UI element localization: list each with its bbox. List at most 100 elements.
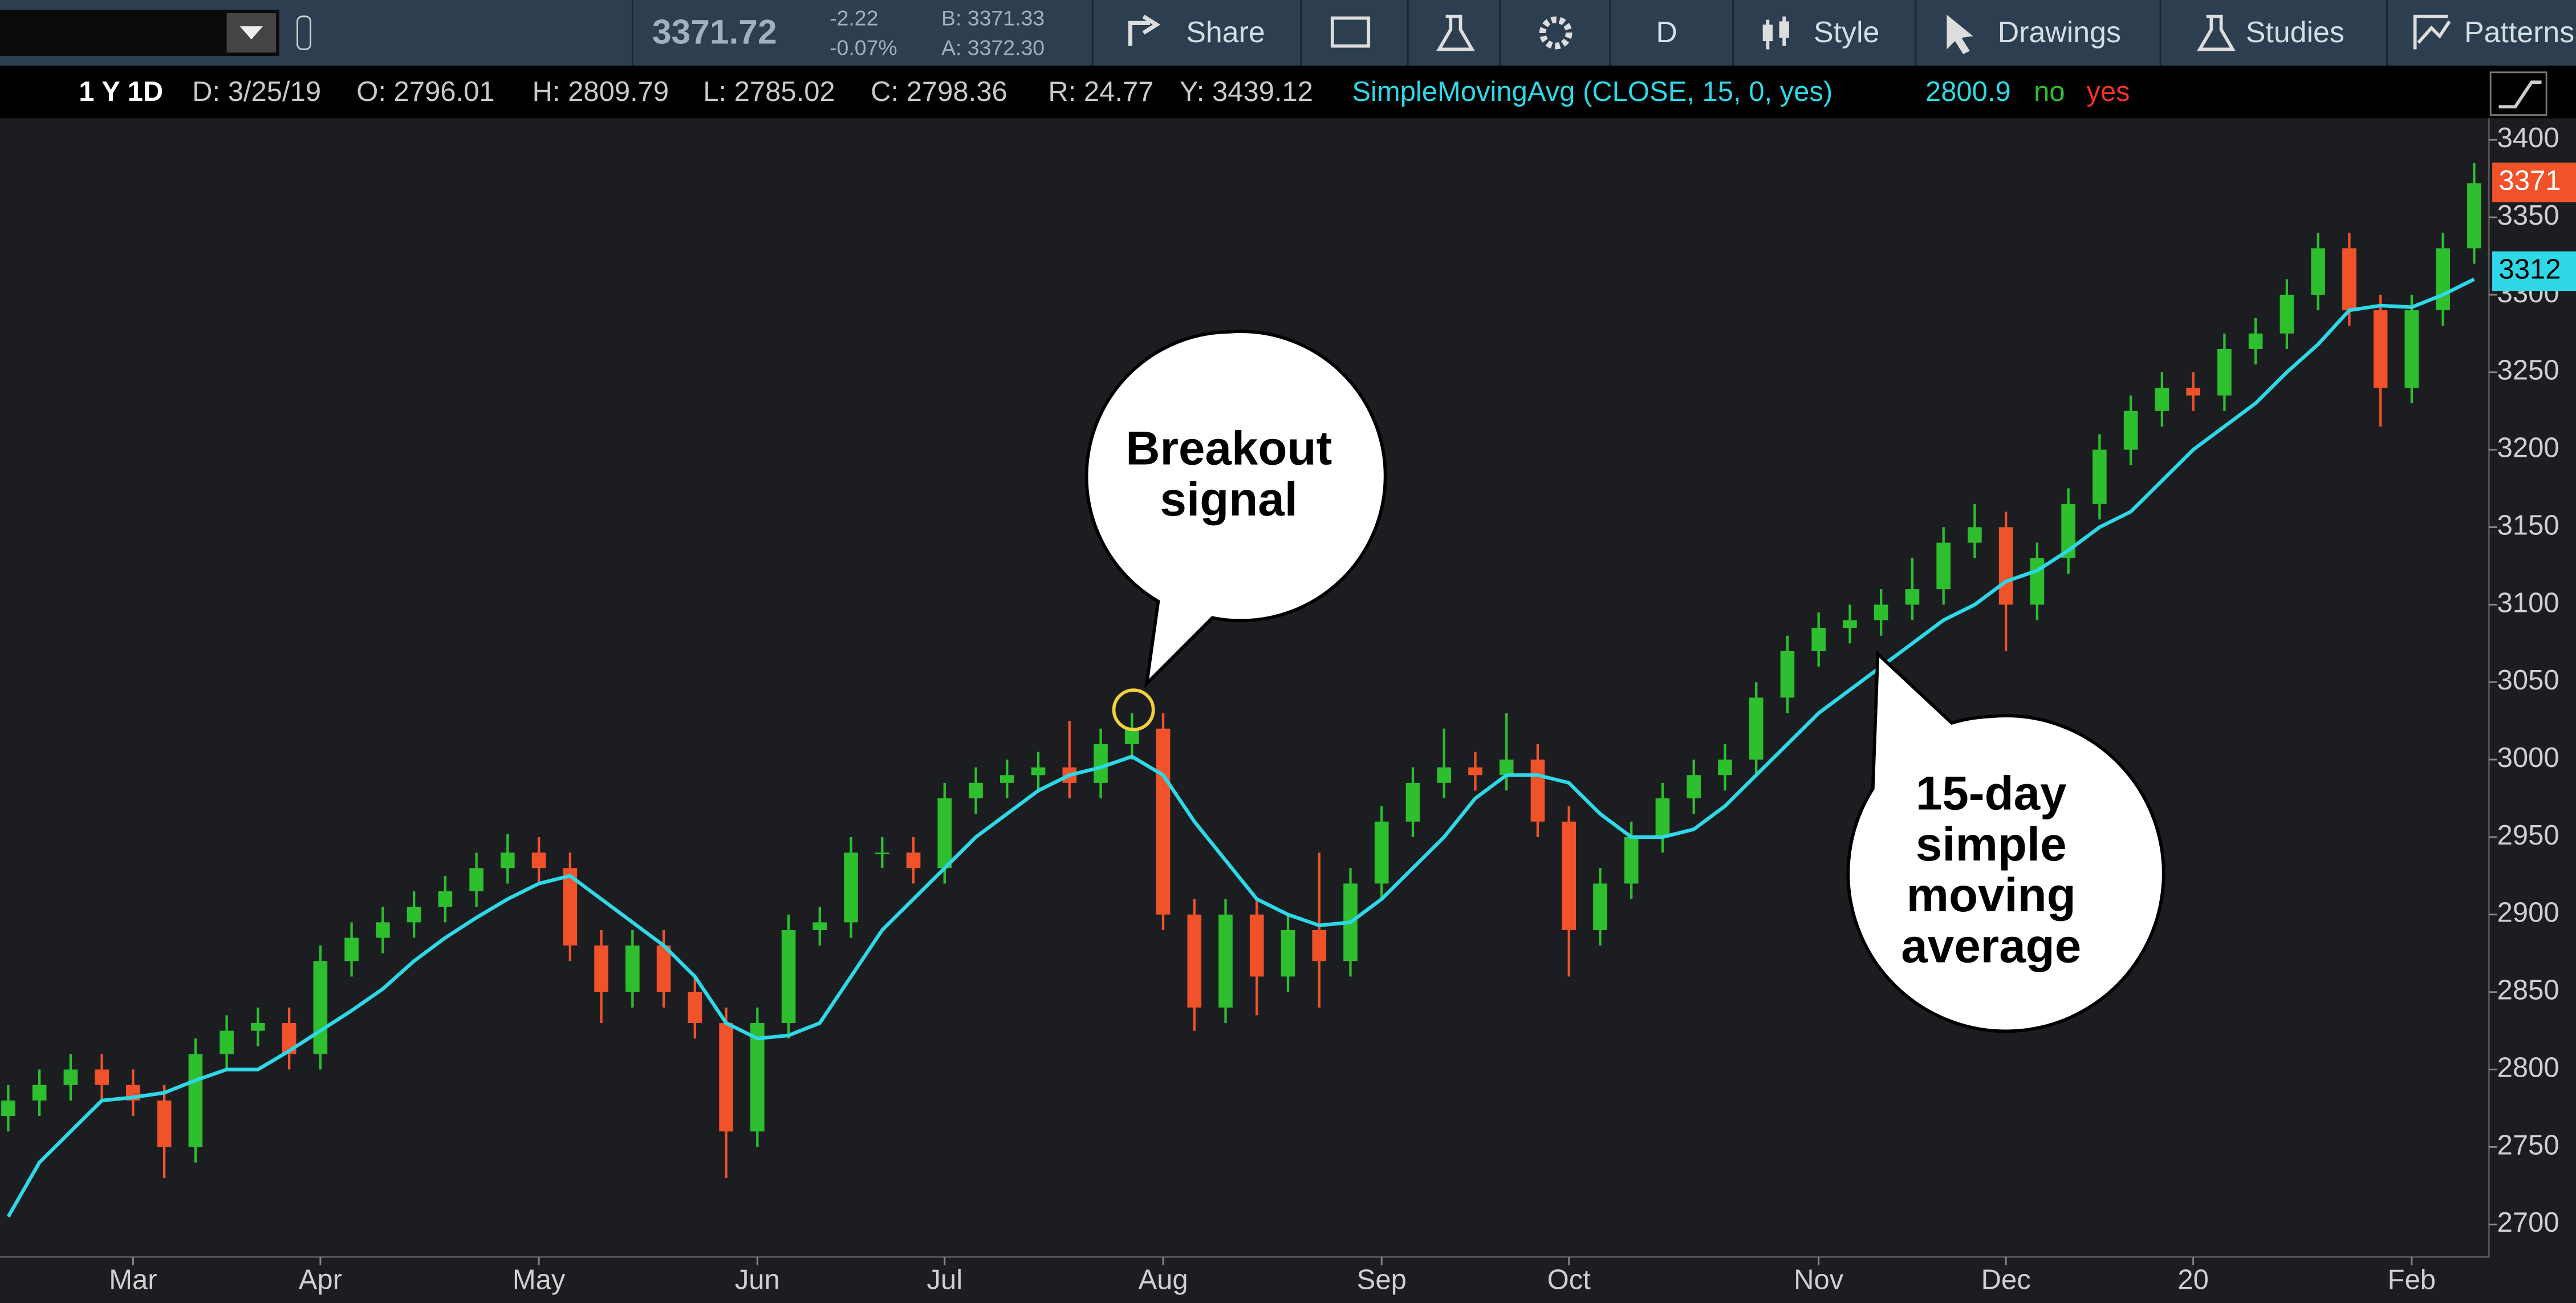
candle-body — [969, 782, 983, 799]
candle-body — [656, 945, 671, 992]
candle-body — [1249, 914, 1264, 977]
candle-body — [1468, 767, 1482, 776]
x-tick-label: Jun — [735, 1264, 780, 1295]
candle-body — [531, 853, 546, 868]
x-tick-label: Jul — [927, 1264, 962, 1295]
change-pct: -0.07% — [830, 35, 897, 59]
last-price-tag: 3371 — [2499, 165, 2561, 196]
last-price: 3371.72 — [652, 12, 777, 51]
flask-icon[interactable] — [1436, 14, 1475, 51]
scale-button[interactable] — [2489, 71, 2547, 116]
speech-bubble — [1846, 650, 2165, 1033]
price-tag — [2492, 163, 2576, 202]
candle-body — [251, 1023, 265, 1031]
info-items: D: 3/25/19 O: 2796.01 H: 2809.79 L: 2785.02… — [192, 76, 1313, 107]
breakout-circle — [1112, 688, 1155, 732]
candle-body — [2342, 248, 2356, 311]
y-tick-label: 2700 — [2497, 1207, 2559, 1238]
bubble-text: Breakout — [1126, 421, 1332, 474]
candle-body — [95, 1069, 109, 1085]
candle-body — [376, 922, 390, 938]
bubble-text: 15-day — [1916, 766, 2067, 820]
y-tick-label: 3250 — [2497, 355, 2559, 386]
y-tick-label: 2800 — [2497, 1052, 2559, 1083]
candle-body — [1687, 775, 1701, 799]
studies-icon — [2197, 14, 2236, 51]
candle-body — [2280, 294, 2294, 334]
candle-body — [1655, 798, 1670, 837]
y-tick-label: 2750 — [2497, 1130, 2559, 1160]
x-tick-label: Feb — [2388, 1264, 2436, 1295]
alert-icon[interactable] — [1330, 16, 1371, 48]
style-button[interactable]: Style — [1814, 15, 1879, 48]
candle-body — [1624, 837, 1639, 884]
share-button[interactable]: Share — [1186, 15, 1265, 48]
scale-icon — [2498, 80, 2542, 109]
x-tick-label: Mar — [109, 1264, 157, 1295]
candle-body — [344, 937, 359, 961]
candle-body — [188, 1054, 203, 1147]
y-tick-label: 2850 — [2497, 975, 2559, 1006]
info-item: H: 2809.79 — [533, 76, 669, 107]
y-tick-label: 2900 — [2497, 898, 2559, 928]
y-tick-label: 3000 — [2497, 742, 2559, 773]
study-label: SimpleMovingAvg (CLOSE, 15, 0, yes) — [1352, 76, 1833, 107]
study-flag-yes: yes — [2086, 76, 2130, 107]
candle-body — [2093, 449, 2107, 504]
candle-body — [844, 853, 858, 923]
candle-body — [2217, 349, 2232, 396]
info-item: C: 2798.36 — [871, 76, 1007, 107]
sma-price-tag: 3312 — [2499, 254, 2561, 285]
speech-bubble — [1084, 330, 1387, 688]
candle-body — [1780, 651, 1795, 698]
candle-body — [1312, 929, 1327, 961]
candle-body — [1874, 604, 1888, 620]
candle-body — [2248, 333, 2263, 350]
change: -2.22 — [830, 6, 878, 30]
bid: B: 3371.33 — [941, 6, 1045, 30]
toolbar — [0, 0, 2576, 66]
candle-body — [2467, 183, 2481, 249]
bubble-text: simple — [1916, 817, 2067, 871]
x-tick-label: Oct — [1547, 1264, 1591, 1295]
sma-line — [6, 277, 2475, 1218]
x-tick-label: Sep — [1357, 1264, 1407, 1295]
x-tick-label: 20 — [2177, 1264, 2208, 1295]
y-tick-label: 3400 — [2497, 123, 2559, 153]
candle-body — [32, 1085, 47, 1101]
candle-body — [1749, 697, 1764, 760]
candle-body — [1905, 589, 1920, 605]
info-item: Y: 3439.12 — [1180, 76, 1313, 107]
cursor-icon — [1947, 14, 1973, 55]
y-tick-label: 3100 — [2497, 587, 2559, 618]
candle-body — [625, 945, 640, 992]
y-tick-label: 3350 — [2497, 200, 2559, 231]
candle-body — [1811, 628, 1826, 651]
price-tag — [2492, 251, 2576, 291]
candle-body — [1968, 527, 1982, 543]
info-bar — [0, 66, 2576, 119]
studies-button[interactable]: Studies — [2246, 15, 2345, 48]
plot-area: 2700 2750 2800 2850 2900 2950 3000 3050 3100 3150… — [1, 123, 2559, 1295]
bubble-text: signal — [1160, 472, 1298, 526]
candle-body — [781, 929, 796, 1024]
settings-icon[interactable] — [1539, 16, 1573, 50]
period[interactable]: 1 Y 1D — [79, 76, 163, 107]
ask: A: 3372.30 — [941, 35, 1045, 59]
link-icon[interactable] — [296, 15, 312, 50]
drawings-button[interactable]: Drawings — [1998, 15, 2121, 48]
candle-body — [1562, 821, 1577, 930]
candle-body — [2311, 248, 2325, 295]
candle-body — [875, 853, 889, 854]
x-tick-label: Nov — [1794, 1264, 1844, 1295]
candle-body — [469, 868, 483, 892]
info-item: R: 24.77 — [1048, 76, 1153, 107]
candle-body — [1187, 914, 1202, 1008]
aggregation-button[interactable]: D — [1656, 15, 1677, 48]
candle-body — [1499, 760, 1514, 776]
patterns-button[interactable]: Patterns — [2464, 15, 2574, 48]
candle-body — [594, 945, 608, 992]
candle-body — [1124, 728, 1139, 744]
candle-body — [1281, 929, 1295, 977]
candle-body — [688, 992, 702, 1024]
